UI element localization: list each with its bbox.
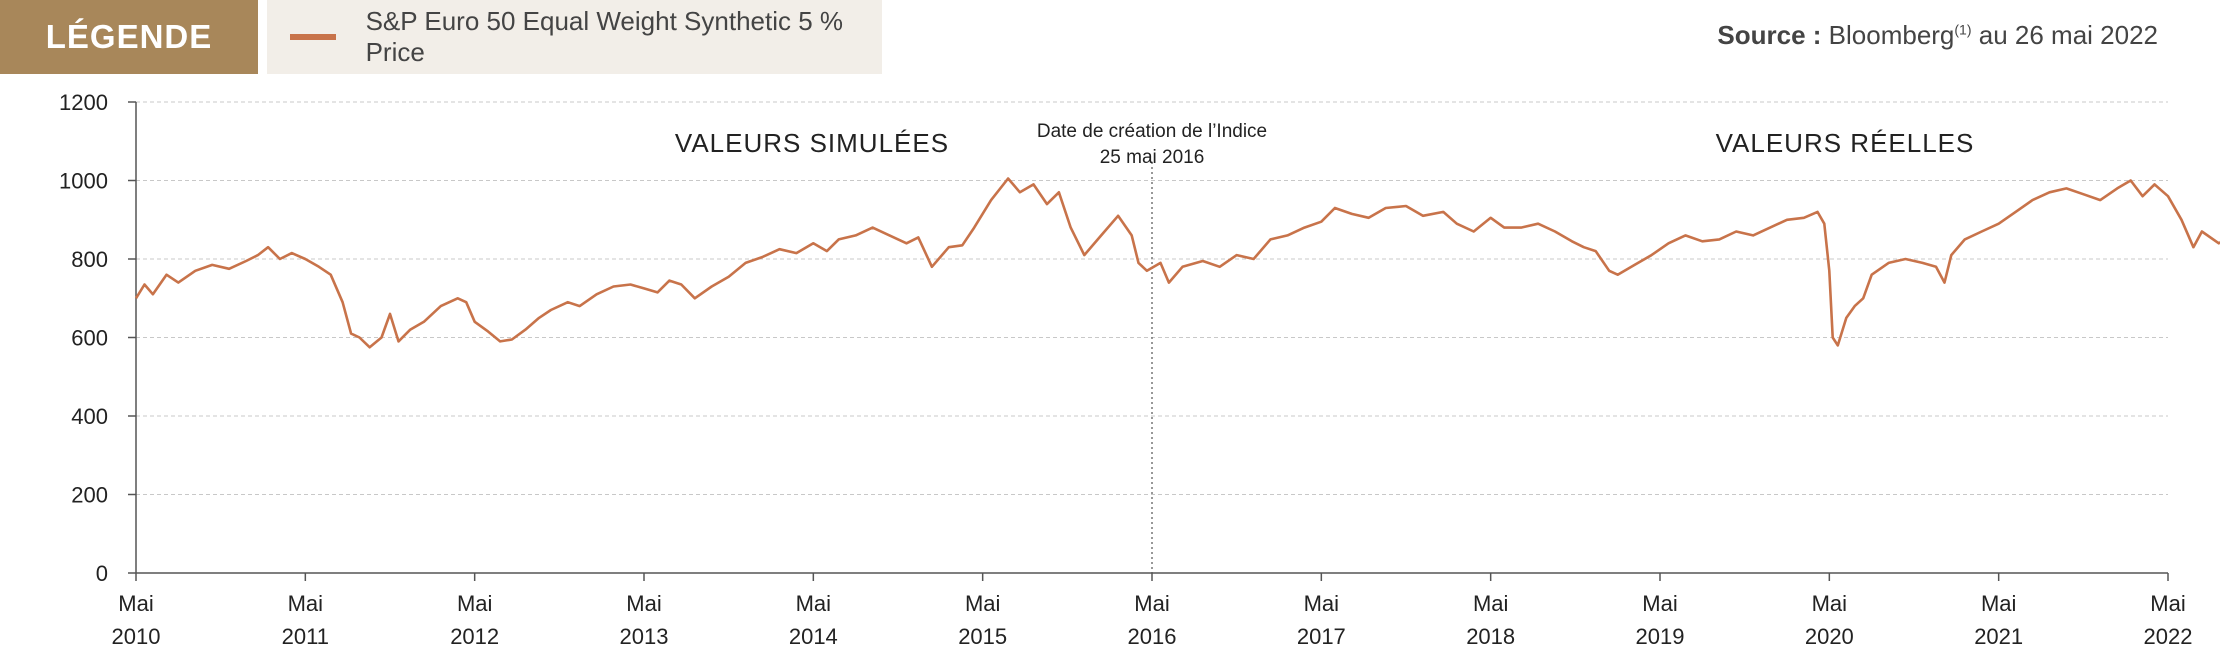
x-tick-label-month: Mai (2150, 591, 2185, 616)
legend-series-label: S&P Euro 50 Equal Weight Synthetic 5 % P… (365, 6, 844, 67)
y-tick-label: 600 (71, 326, 108, 351)
y-tick-label: 800 (71, 247, 108, 272)
source-text: Bloomberg (1828, 20, 1955, 50)
x-tick-label-month: Mai (626, 591, 661, 616)
annotation-layer: VALEURS SIMULÉES VALEURS RÉELLES Date de c… (675, 121, 1975, 168)
x-tick-label-year: 2020 (1805, 624, 1854, 649)
annotation-creation-date: 25 mai 2016 (1100, 147, 1205, 168)
annotation-real: VALEURS RÉELLES (1716, 128, 1975, 158)
source-label: Source : (1717, 20, 1822, 50)
x-tick-label-year: 2017 (1297, 624, 1346, 649)
x-tick-label-month: Mai (1473, 591, 1508, 616)
x-tick-label-month: Mai (1812, 591, 1847, 616)
x-tick-label-month: Mai (288, 591, 323, 616)
x-tick-label-month: Mai (1981, 591, 2016, 616)
x-tick-label-month: Mai (1134, 591, 1169, 616)
axis-layer: 0 200 400 600 800 1000 1200 Mai 2010 Mai 2011 Mai 20… (59, 90, 2192, 649)
y-tick-label: 0 (96, 561, 108, 586)
x-tick-label-year: 2014 (789, 624, 838, 649)
y-tick-label: 1200 (59, 90, 108, 115)
y-tick-label: 1000 (59, 169, 108, 194)
y-tick-label: 200 (71, 483, 108, 508)
x-tick-label-year: 2019 (1636, 624, 1685, 649)
x-tick-label-month: Mai (965, 591, 1000, 616)
x-tick-label-month: Mai (457, 591, 492, 616)
source-footnote-mark: (1) (1954, 21, 1972, 38)
legend-tag: LÉGENDE (0, 0, 258, 74)
legend-swatch (290, 34, 336, 40)
x-tick-label-month: Mai (118, 591, 153, 616)
legend-box: S&P Euro 50 Equal Weight Synthetic 5 % P… (267, 0, 882, 74)
x-tick-label-year: 2018 (1466, 624, 1515, 649)
source-date: au 26 mai 2022 (1978, 20, 2158, 50)
series-layer (134, 177, 2220, 349)
y-tick-label: 400 (71, 404, 108, 429)
x-tick-label-year: 2012 (450, 624, 499, 649)
x-tick-label-year: 2010 (112, 624, 161, 649)
x-tick-label-year: 2011 (282, 624, 329, 649)
source-note: Source : Bloomberg(1) au 26 mai 2022 (1717, 20, 2158, 51)
annotation-creation-title: Date de création de l’Indice (1037, 121, 1267, 142)
x-tick-label-year: 2013 (620, 624, 669, 649)
x-tick-label-month: Mai (796, 591, 831, 616)
x-tick-label-year: 2021 (1974, 624, 2023, 649)
x-tick-label-year: 2022 (2144, 624, 2193, 649)
grid-layer (136, 101, 2168, 573)
x-tick-label-year: 2016 (1128, 624, 1177, 649)
annotation-simulated: VALEURS SIMULÉES (675, 128, 949, 158)
series-line (134, 177, 2220, 349)
x-tick-label-month: Mai (1304, 591, 1339, 616)
x-tick-label-month: Mai (1642, 591, 1677, 616)
x-tick-label-year: 2015 (958, 624, 1007, 649)
